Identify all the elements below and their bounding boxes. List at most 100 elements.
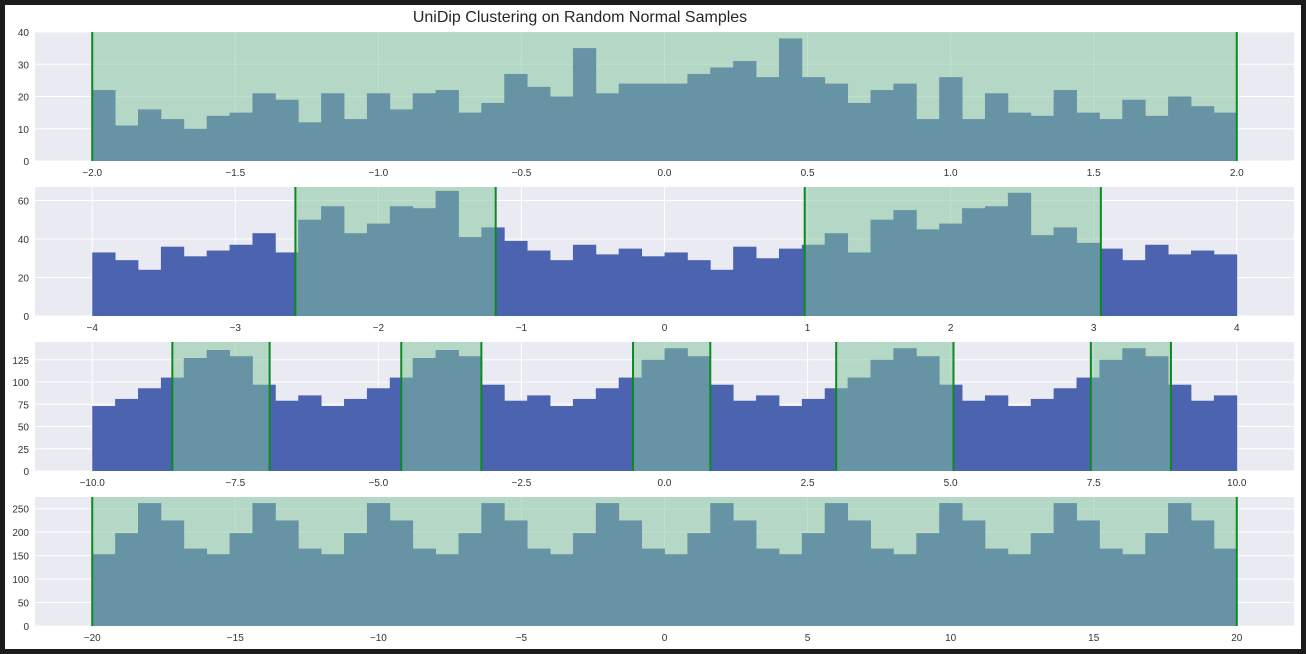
x-tick-label: −10.0: [80, 478, 106, 489]
y-tick-label: 40: [18, 28, 30, 39]
y-tick-label: 25: [18, 445, 30, 456]
histogram-bar: [710, 269, 734, 316]
x-tick-label: −2: [373, 323, 385, 334]
histogram-bar: [252, 233, 276, 316]
histogram-bar: [1122, 260, 1146, 316]
y-tick-label: 50: [18, 599, 30, 610]
histogram-bar: [138, 388, 162, 471]
x-tick-label: 10.0: [1227, 478, 1247, 489]
y-tick-label: 0: [23, 622, 29, 633]
histogram-bar: [183, 256, 208, 316]
histogram-bar: [298, 395, 322, 471]
cluster-interval: [172, 342, 270, 471]
histogram-bar: [687, 260, 711, 316]
figure-title: UniDip Clustering on Random Normal Sampl…: [412, 9, 748, 26]
histogram-bar: [92, 406, 116, 471]
y-tick-label: 250: [12, 505, 29, 516]
subplot-1: −2.0 −1.5 −1.0 −0.5 0.0 0.5 1.0 1.5 2.0 0 10 20 30 40: [18, 28, 1294, 179]
x-tick-label: 0.0: [658, 478, 672, 489]
y-tick-label: 30: [18, 60, 30, 71]
x-tick-label: 0.0: [658, 168, 672, 179]
x-tick-label: −15: [227, 633, 244, 644]
histogram-bar: [664, 252, 688, 316]
histogram-bar: [733, 400, 757, 471]
histogram-bar: [778, 248, 803, 316]
histogram-bar: [92, 252, 116, 316]
x-tick-label: −1.0: [368, 168, 388, 179]
histogram-bar: [733, 246, 757, 316]
y-tick-label: 0: [23, 312, 29, 323]
histogram-bar: [595, 254, 620, 316]
x-tick-label: 1.5: [1087, 168, 1101, 179]
x-tick-label: −2.0: [82, 168, 102, 179]
histogram-bar: [778, 406, 803, 471]
x-tick-label: −20: [84, 633, 101, 644]
x-tick-label: 15: [1088, 633, 1100, 644]
x-tick-label: 5.0: [944, 478, 958, 489]
x-tick-label: −3: [230, 323, 242, 334]
histogram-bar: [550, 260, 574, 316]
x-tick-label: −10: [370, 633, 387, 644]
x-tick-label: −4: [87, 323, 99, 334]
x-tick-label: −7.5: [225, 478, 245, 489]
histogram-bar: [275, 400, 299, 471]
histogram-bar: [801, 398, 826, 471]
y-tick-label: 125: [12, 356, 29, 367]
x-tick-label: 0: [662, 633, 668, 644]
x-tick-label: 7.5: [1087, 478, 1101, 489]
histogram-bar: [595, 388, 620, 471]
x-tick-label: 0.5: [801, 168, 815, 179]
cluster-interval: [836, 342, 954, 471]
x-tick-label: 3: [1091, 323, 1097, 334]
histogram-bar: [1007, 406, 1032, 471]
histogram-bar: [160, 246, 185, 316]
y-tick-label: 200: [12, 528, 29, 539]
x-tick-label: −1: [516, 323, 528, 334]
histogram-bar: [115, 398, 139, 471]
histogram-plots: −2.0 −1.5 −1.0 −0.5 0.0 0.5 1.0 1.5 2.0010203040…: [12, 28, 1294, 644]
y-tick-label: 20: [18, 93, 30, 104]
histogram-bar: [1168, 384, 1192, 471]
cluster-interval: [92, 497, 1237, 626]
histogram-bar: [366, 388, 391, 471]
cluster-interval: [401, 342, 482, 471]
x-tick-label: −1.5: [225, 168, 245, 179]
histogram-bar: [756, 395, 780, 471]
x-tick-label: 10: [945, 633, 957, 644]
histogram-bar: [115, 260, 139, 316]
x-tick-label: 2: [948, 323, 954, 334]
y-tick-label: 50: [18, 423, 30, 434]
cluster-interval: [633, 342, 711, 471]
x-tick-label: 0: [662, 323, 668, 334]
histogram-bar: [275, 252, 299, 316]
histogram-bar: [572, 244, 597, 316]
y-tick-label: 0: [23, 157, 29, 168]
histogram-bar: [1213, 254, 1238, 316]
x-tick-label: −0.5: [512, 168, 532, 179]
x-tick-label: 2.5: [801, 478, 815, 489]
histogram-bar: [550, 406, 574, 471]
cluster-interval: [92, 32, 1237, 161]
histogram-bar: [481, 384, 505, 471]
subplot-3: −10.0 −7.5 −5.0 −2.5 0.0 2.5 5.0 7.5 10.0 0 25 50 75…: [12, 342, 1294, 489]
histogram-bar: [1053, 388, 1077, 471]
x-tick-label: 20: [1231, 633, 1243, 644]
x-tick-label: −5.0: [368, 478, 388, 489]
histogram-bar: [1190, 250, 1215, 316]
histogram-bar: [962, 400, 986, 471]
histogram-bar: [1099, 248, 1123, 316]
x-tick-label: 2.0: [1230, 168, 1244, 179]
x-tick-label: −5: [516, 633, 528, 644]
y-tick-label: 75: [18, 400, 30, 411]
histogram-bar: [572, 398, 597, 471]
histogram-bar: [344, 398, 368, 471]
y-tick-label: 60: [18, 196, 30, 207]
cluster-interval: [804, 187, 1101, 316]
histogram-bar: [1213, 395, 1238, 471]
histogram-bar: [206, 250, 230, 316]
histogram-bar: [504, 240, 528, 316]
histogram-bar: [710, 384, 734, 471]
histogram-bar: [641, 256, 665, 316]
x-tick-label: 1.0: [944, 168, 958, 179]
histogram-bar: [138, 269, 162, 316]
